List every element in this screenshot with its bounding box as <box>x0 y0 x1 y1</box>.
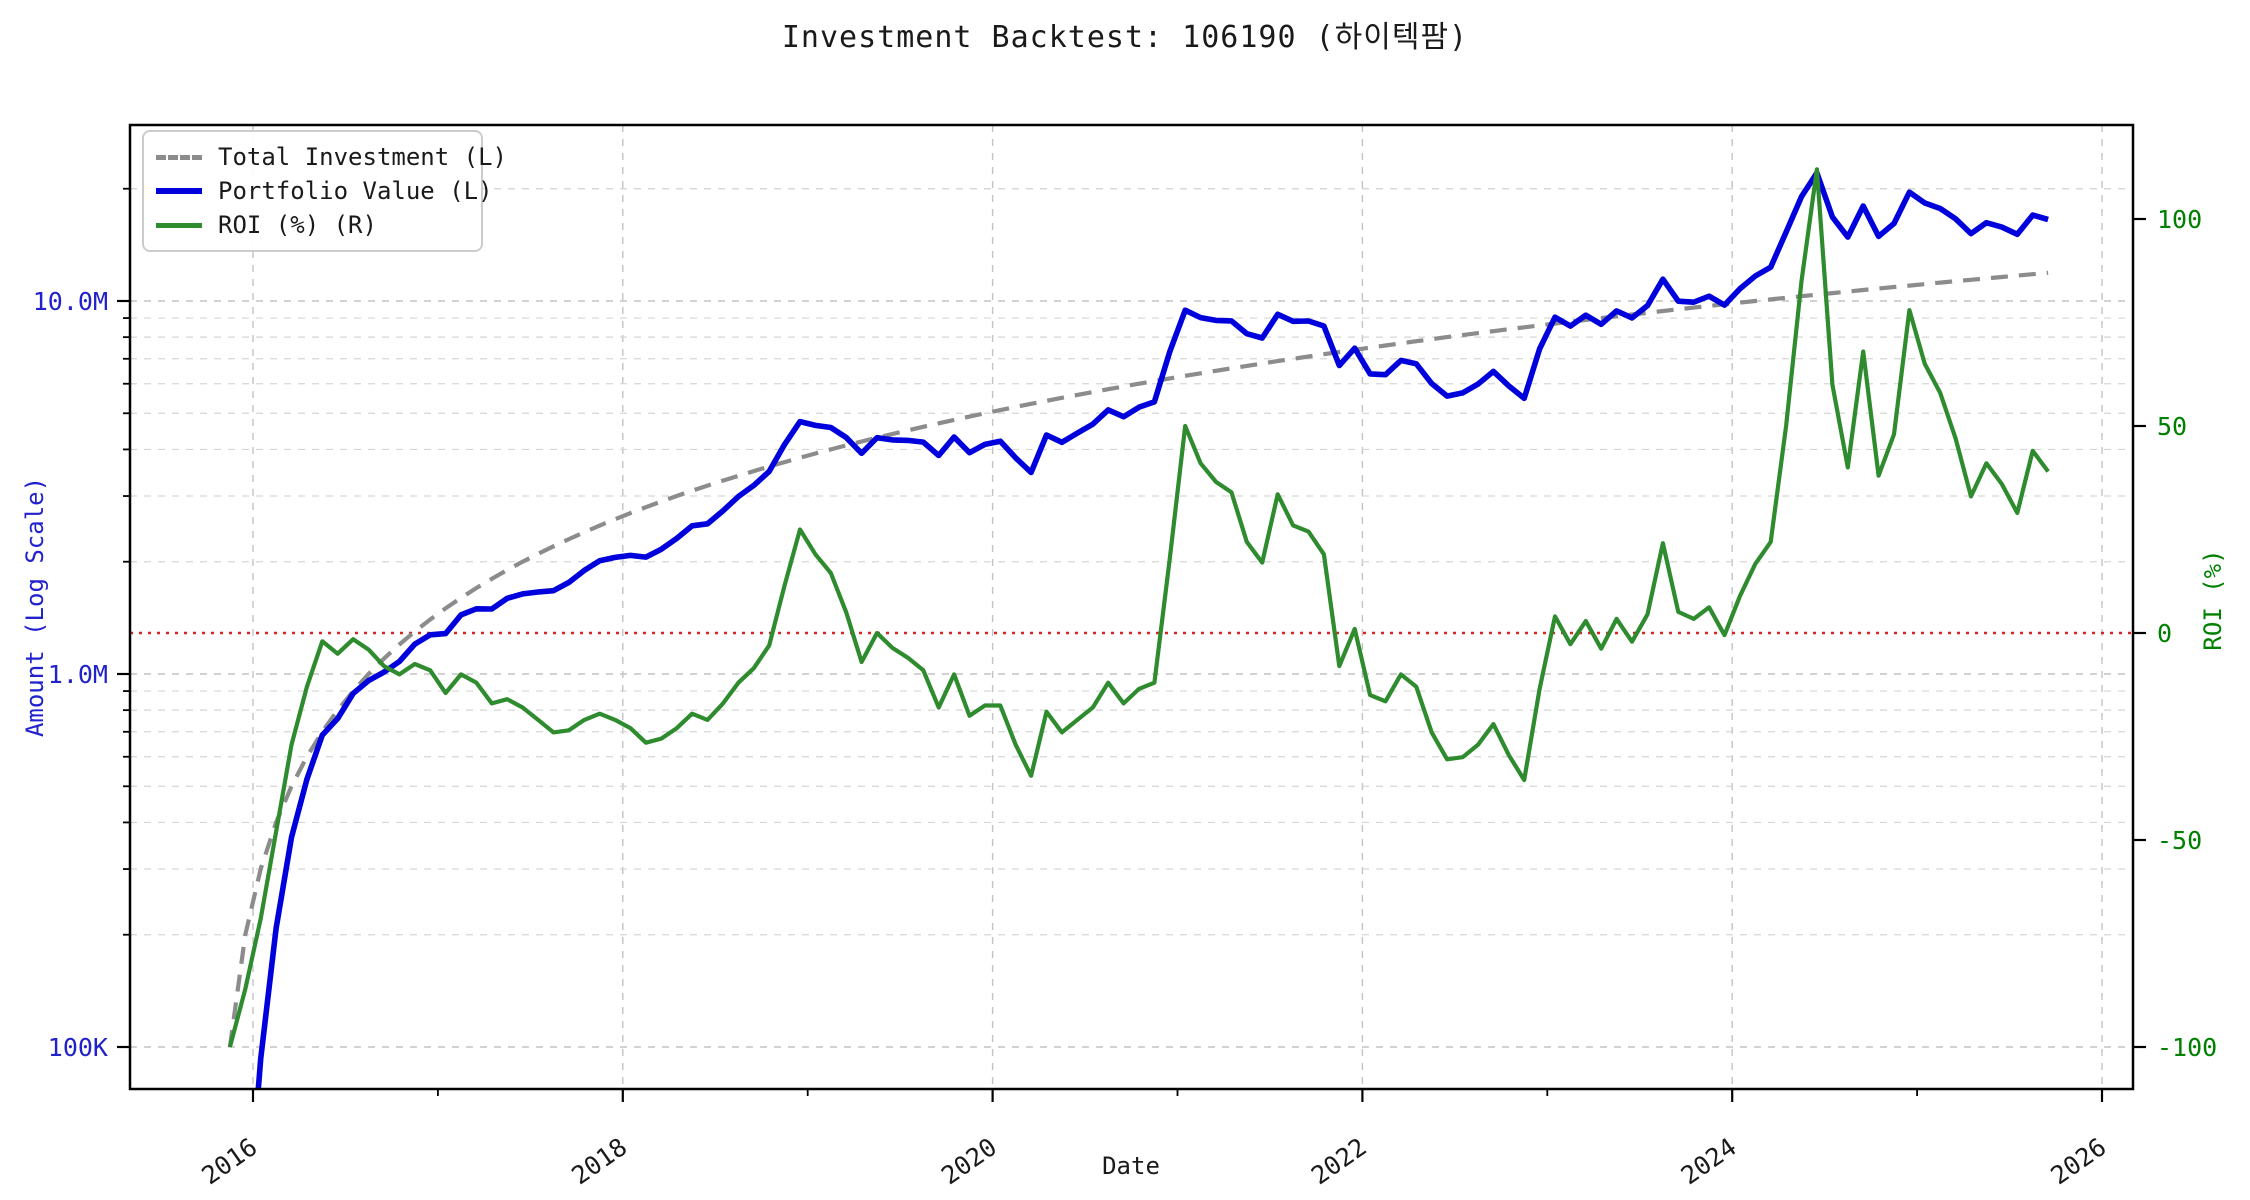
page-title: Investment Backtest: 106190 (하이텍팜) <box>781 20 1469 55</box>
right-axis-ticks: -100 -50 0 50 100 <box>2133 205 2217 1062</box>
right-tick-label: -100 <box>2157 1033 2217 1062</box>
roi-line <box>227 167 2050 1048</box>
plot-border <box>128 123 2135 1091</box>
x-axis-label: Date <box>1102 1152 1160 1180</box>
left-tick-label: 1.0M <box>48 660 108 689</box>
right-tick-label: 0 <box>2157 619 2172 648</box>
gridlines <box>130 125 2133 1089</box>
x-tick-label: 2020 <box>936 1132 1002 1190</box>
x-tick-label: 2018 <box>566 1132 632 1190</box>
x-tick-label: 2026 <box>2045 1132 2111 1190</box>
right-tick-label: -50 <box>2157 826 2202 855</box>
dashed-line-swatch <box>156 154 202 160</box>
legend-item-total-investment: Total Investment (L) <box>156 140 507 174</box>
left-tick-label: 10.0M <box>33 287 108 316</box>
x-axis-ticks: 2016 2018 2020 2022 2024 2026 <box>196 1089 2111 1190</box>
left-axis-ticks: 100K 1.0M 10.0M <box>33 187 130 1062</box>
total-investment-line <box>227 270 2049 1048</box>
legend-label: Total Investment (L) <box>218 143 507 171</box>
legend-label: Portfolio Value (L) <box>218 177 493 205</box>
left-tick-label: 100K <box>48 1033 108 1062</box>
legend-item-roi: ROI (%) (R) <box>156 208 471 242</box>
x-tick-label: 2024 <box>1676 1132 1742 1190</box>
legend-item-portfolio-value: Portfolio Value (L) <box>156 174 493 208</box>
right-tick-label: 50 <box>2157 412 2187 441</box>
right-tick-label: 100 <box>2157 205 2202 234</box>
legend-box: Total Investment (L) Portfolio Value (L)… <box>142 130 507 252</box>
legend-label: ROI (%) (R) <box>218 211 377 239</box>
series-group <box>227 167 2050 1089</box>
blue-line-swatch <box>156 188 202 194</box>
green-line-swatch <box>156 222 202 228</box>
portfolio-value-line <box>255 170 2049 1089</box>
x-tick-label: 2016 <box>196 1132 262 1190</box>
x-tick-label: 2022 <box>1306 1132 1372 1190</box>
